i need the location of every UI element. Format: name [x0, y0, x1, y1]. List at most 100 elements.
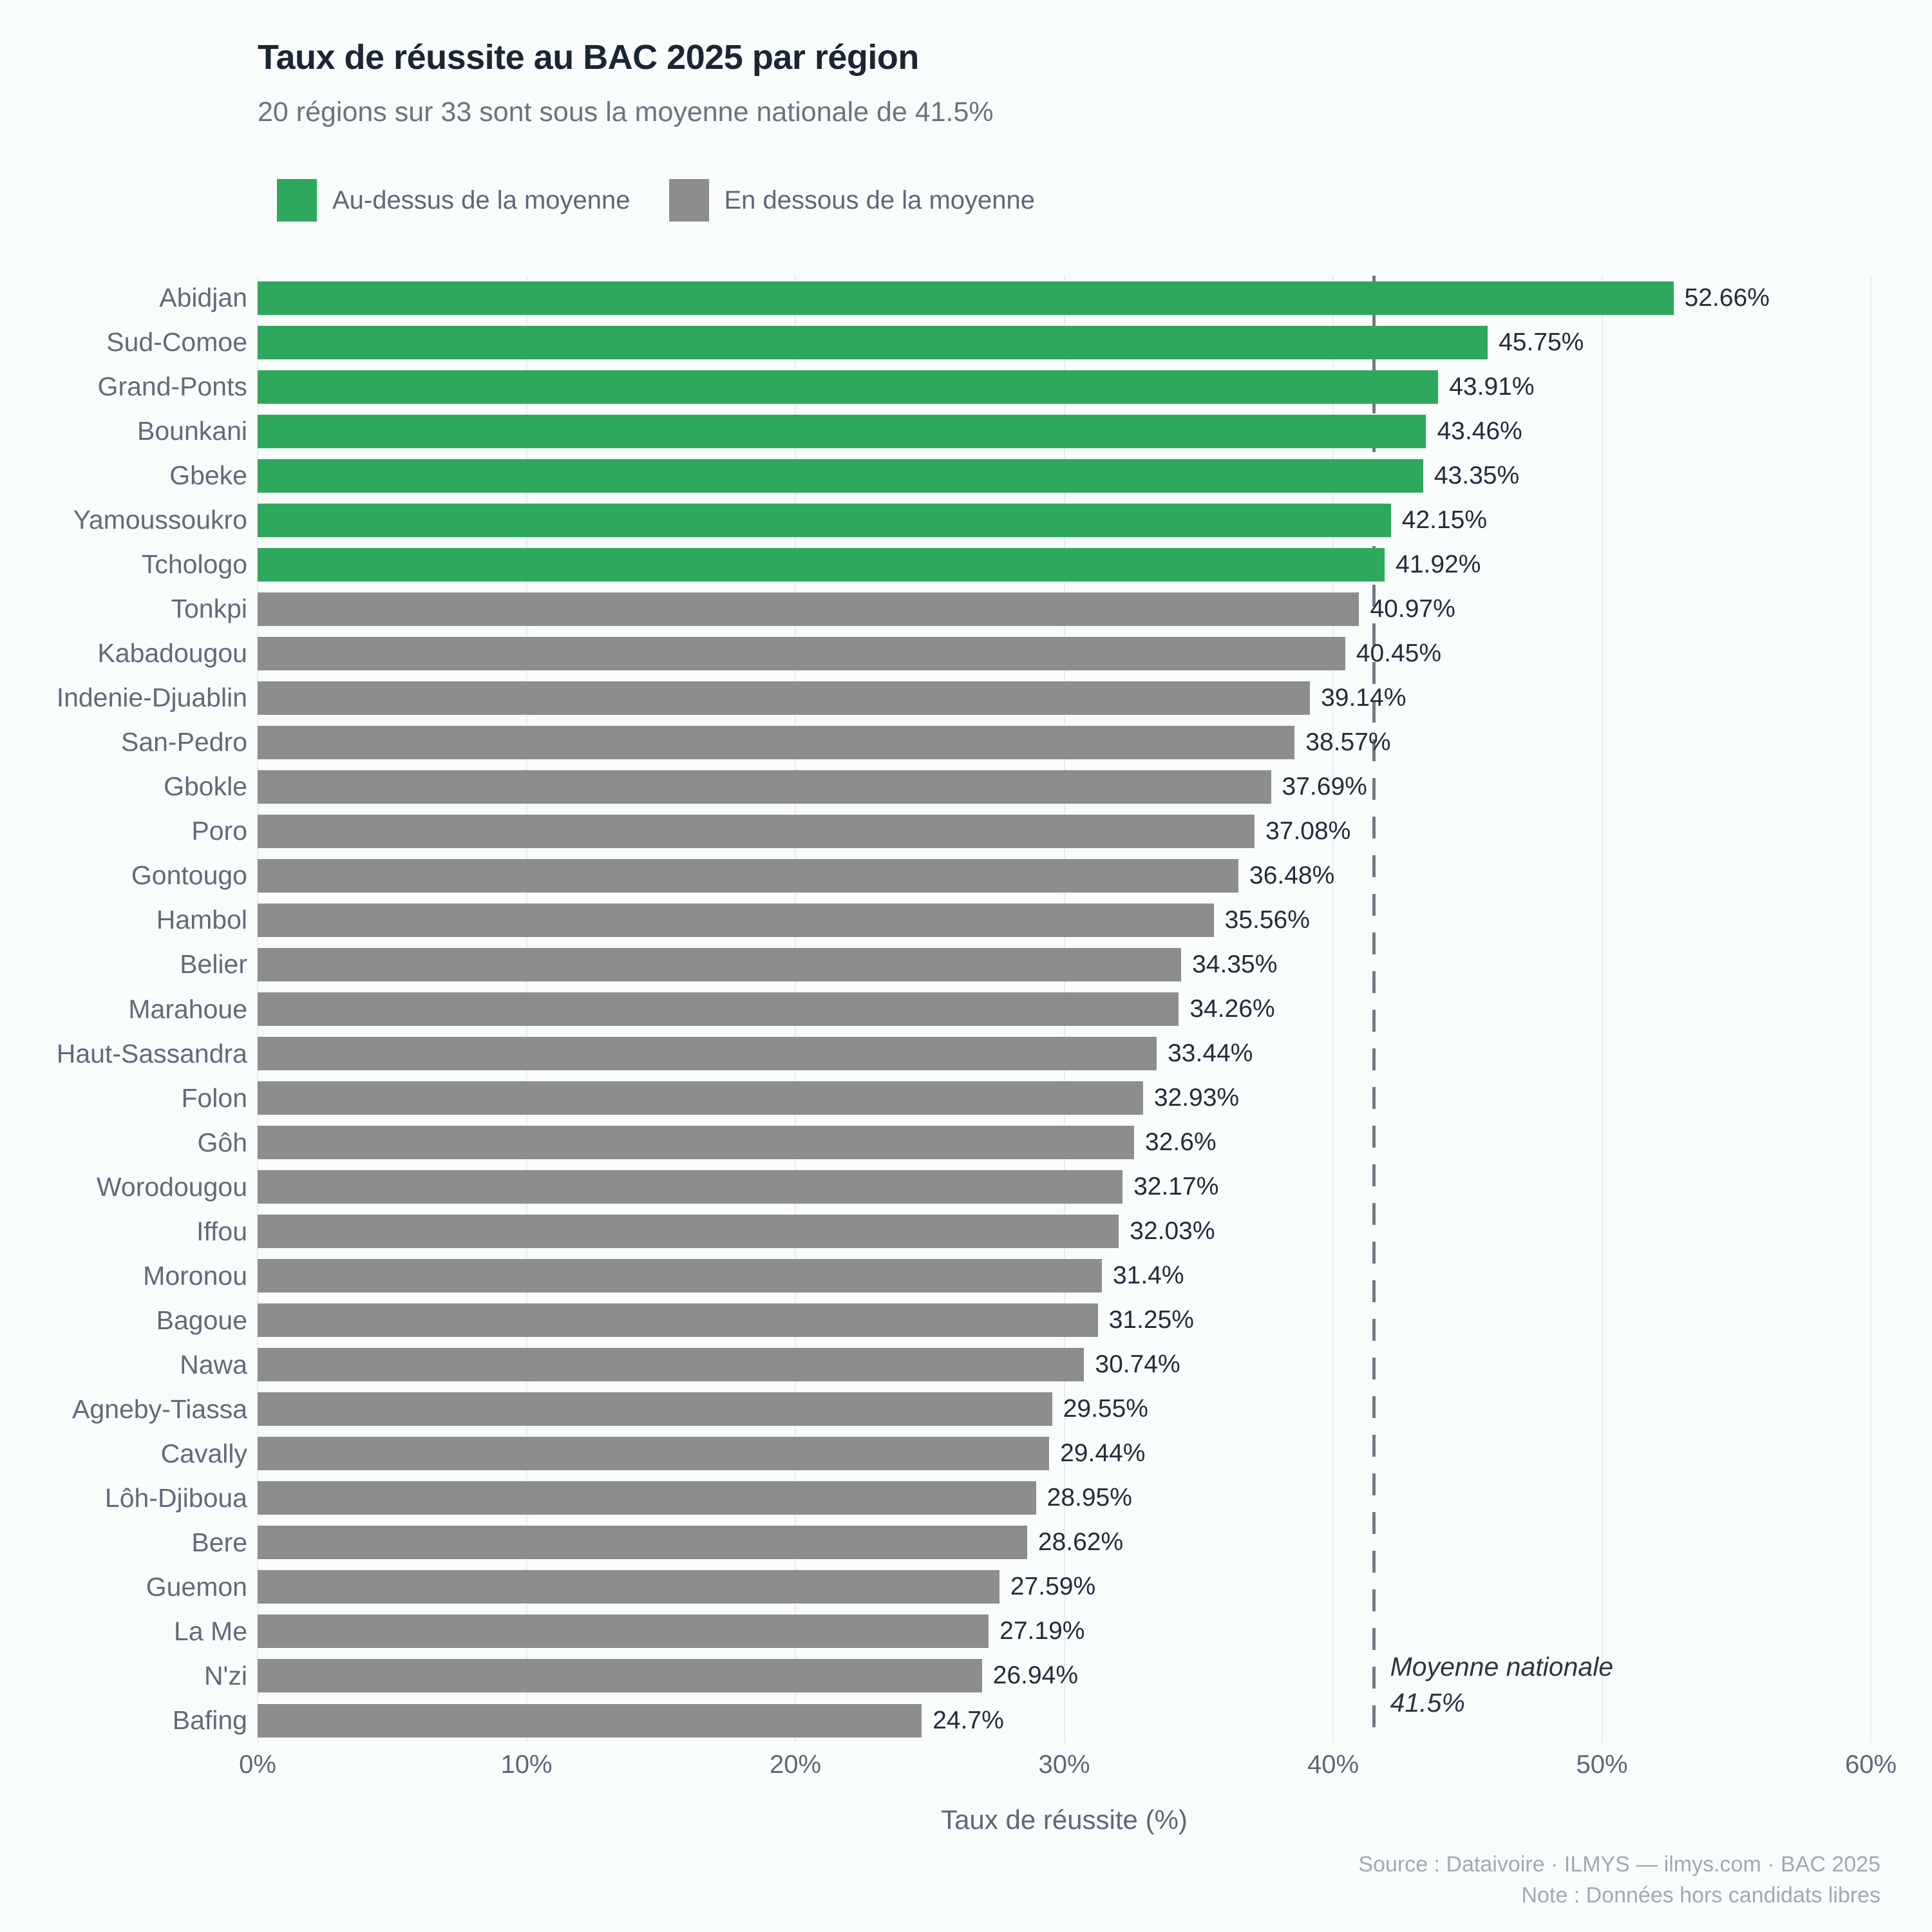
bar-row: Bagoue 31.25% — [156, 1298, 1871, 1343]
x-tick-40%: 40% — [1307, 1750, 1359, 1779]
x-tick-10%: 10% — [500, 1750, 553, 1779]
region-bar — [258, 636, 1345, 670]
region-bar — [258, 1126, 1135, 1160]
region-bar — [258, 281, 1674, 315]
region-label: Gôh — [197, 1127, 248, 1157]
region-label: Bounkani — [137, 416, 247, 446]
region-bar — [258, 858, 1239, 893]
gridline-50% — [1601, 276, 1603, 1743]
region-label: Gbeke — [169, 460, 247, 491]
region-bar — [258, 1259, 1102, 1293]
bar-row: Grand-Ponts 43.91% — [98, 365, 1871, 409]
region-label: Tchologo — [141, 549, 247, 580]
region-value-label: 40.45% — [1356, 639, 1442, 667]
bar-row: Worodougou 32.17% — [97, 1165, 1871, 1209]
legend-swatch-below — [668, 179, 709, 222]
region-bar — [258, 814, 1255, 848]
bar-rows: Abidjan 52.66% Sud-Comoe 45.75% Grand-Po… — [57, 276, 1871, 1743]
national-average-line — [1372, 276, 1376, 1743]
region-bar — [258, 1481, 1036, 1515]
region-value-label: 32.03% — [1130, 1217, 1215, 1245]
bar-row: Tonkpi 40.97% — [171, 587, 1871, 631]
region-bar — [258, 370, 1439, 404]
bar-row: Belier 34.35% — [180, 942, 1871, 987]
region-value-label: 34.26% — [1189, 995, 1275, 1023]
region-bar — [258, 1170, 1123, 1204]
region-label: La Me — [174, 1616, 247, 1646]
chart-title: Taux de réussite au BAC 2025 par région — [258, 38, 919, 77]
region-label: Gbokle — [164, 772, 247, 802]
region-value-label: 32.6% — [1145, 1128, 1217, 1157]
region-bar — [258, 592, 1359, 626]
bar-row: Gbokle 37.69% — [164, 764, 1871, 809]
annotation-line-1: Moyenne nationale — [1390, 1652, 1614, 1682]
region-value-label: 39.14% — [1321, 683, 1406, 712]
region-label: Agneby-Tiassa — [72, 1394, 247, 1424]
bar-row: Indenie-Djuablin 39.14% — [57, 676, 1871, 720]
legend-label-below: En dessous de la moyenne — [724, 185, 1036, 214]
region-label: Cavally — [160, 1438, 247, 1468]
bar-row: Gontougo 36.48% — [131, 853, 1871, 898]
region-value-label: 43.46% — [1437, 417, 1522, 445]
region-label: Marahoue — [128, 994, 247, 1024]
bar-row: Marahoue 34.26% — [128, 987, 1871, 1032]
bar-row: Moronou 31.4% — [143, 1254, 1871, 1298]
region-value-label: 52.66% — [1684, 283, 1770, 312]
gridline-40% — [1332, 276, 1334, 1743]
region-bar — [258, 459, 1423, 493]
region-bar — [258, 947, 1182, 981]
region-bar — [258, 414, 1426, 448]
region-value-label: 38.57% — [1305, 728, 1391, 756]
x-axis: 0% 10% 20% 30% 40% 50% 60% — [239, 1750, 1897, 1789]
region-label: Guemon — [146, 1571, 247, 1602]
region-label: Haut-Sassandra — [56, 1038, 247, 1068]
footer: Source : Dataivoire · ILMYS — ilmys.com … — [1358, 1850, 1880, 1911]
bar-row: Gôh 32.6% — [198, 1121, 1871, 1165]
region-label: Yamoussoukro — [73, 505, 247, 535]
region-value-label: 45.75% — [1499, 328, 1584, 356]
region-value-label: 40.97% — [1370, 594, 1455, 623]
region-value-label: 43.35% — [1434, 461, 1520, 489]
region-label: N'zi — [204, 1660, 247, 1690]
region-label: Poro — [191, 816, 247, 846]
bar-row: Sud-Comoe 45.75% — [106, 320, 1871, 365]
region-label: Iffou — [196, 1216, 247, 1246]
region-value-label: 28.62% — [1037, 1528, 1124, 1557]
bar-row: Bafing 24.7% — [173, 1698, 1871, 1743]
bar-row: Haut-Sassandra 33.44% — [57, 1032, 1871, 1076]
region-bar — [258, 325, 1488, 359]
region-value-label: 29.44% — [1060, 1439, 1146, 1468]
region-bar — [258, 992, 1179, 1027]
region-label: Nawa — [180, 1349, 247, 1379]
region-bar — [258, 1703, 922, 1738]
chart-subtitle: 20 régions sur 33 sont sous la moyenne n… — [258, 97, 994, 128]
annotation-line-2: 41.5% — [1390, 1687, 1465, 1718]
region-bar — [258, 1659, 982, 1693]
region-value-label: 27.59% — [1010, 1573, 1096, 1601]
region-bar — [258, 1437, 1050, 1471]
region-value-label: 43.91% — [1449, 372, 1535, 401]
legend-item-above: Au-dessus de la moyenne — [277, 179, 630, 222]
legend-label-above: Au-dessus de la moyenne — [332, 185, 630, 214]
gridline-60% — [1870, 276, 1871, 1743]
bar-row: San-Pedro 38.57% — [121, 720, 1871, 764]
x-axis-label: Taux de réussite (%) — [941, 1804, 1188, 1835]
legend-item-below: En dessous de la moyenne — [668, 179, 1036, 222]
region-value-label: 37.08% — [1265, 817, 1351, 845]
region-value-label: 28.95% — [1046, 1484, 1132, 1512]
region-bar — [258, 503, 1391, 537]
region-label: Bafing — [172, 1705, 247, 1736]
region-label: Hambol — [156, 905, 247, 935]
x-tick-60%: 60% — [1844, 1750, 1897, 1779]
bar-row: Guemon 27.59% — [146, 1565, 1871, 1609]
bar-row: Poro 37.08% — [191, 809, 1871, 853]
region-label: Indenie-Djuablin — [56, 683, 247, 713]
region-value-label: 32.93% — [1153, 1084, 1240, 1112]
bar-row: Lôh-Djiboua 28.95% — [105, 1476, 1871, 1520]
region-value-label: 41.92% — [1396, 550, 1481, 578]
region-value-label: 31.4% — [1112, 1262, 1184, 1290]
region-label: Folon — [181, 1083, 247, 1113]
footer-source: Source : Dataivoire · ILMYS — ilmys.com … — [1358, 1852, 1880, 1877]
region-bar — [258, 1215, 1119, 1249]
